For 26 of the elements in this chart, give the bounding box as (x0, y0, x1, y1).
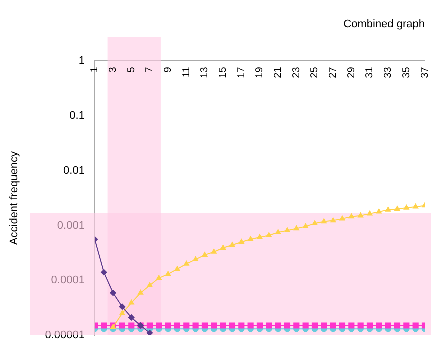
x-tick-label: 5 (126, 66, 138, 73)
y-tick-label: 0.00001 (45, 329, 85, 342)
x-tick-label: 9 (163, 66, 174, 73)
x-tick-label: 37 (420, 66, 431, 78)
x-tick-label: 17 (236, 66, 248, 78)
y-axis-title: Accident frequency (8, 151, 21, 246)
x-tick-label: 27 (328, 66, 340, 78)
x-tick-label: 13 (200, 66, 211, 78)
chart-title: Combined graph (344, 18, 425, 31)
x-tick-label: 33 (383, 66, 394, 78)
x-tick-label: 25 (310, 66, 321, 78)
x-tick-label: 29 (346, 66, 358, 78)
x-tick-label: 19 (254, 66, 266, 78)
x-tick-label: 11 (181, 66, 192, 78)
x-tick-label: 15 (218, 66, 230, 78)
x-tick-label: 1 (90, 66, 101, 73)
y-tick-label: 0.0001 (51, 274, 85, 287)
y-tick-label: 0.1 (70, 110, 85, 122)
x-tick-label: 3 (108, 66, 120, 73)
x-tick-label: 7 (144, 66, 156, 73)
x-tick-label: 21 (273, 66, 284, 78)
x-tick-label: 35 (401, 66, 412, 78)
x-tick-label: 31 (364, 66, 376, 78)
x-tick-label: 23 (291, 66, 302, 78)
y-tick-label: 0.01 (64, 164, 85, 177)
y-tick-label: 0.001 (57, 220, 85, 232)
